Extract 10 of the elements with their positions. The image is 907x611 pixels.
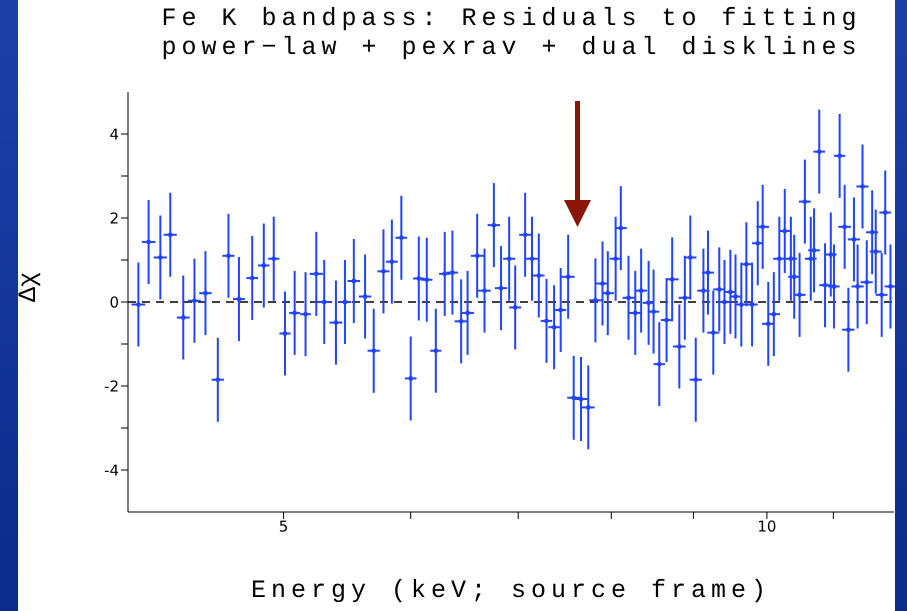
y-tick-label: -4: [104, 461, 119, 480]
x-tick-label: 5: [278, 518, 288, 536]
x-tick-label: 10: [757, 518, 776, 536]
y-tick-label: -2: [104, 377, 119, 396]
y-tick-label: 2: [109, 209, 119, 228]
y-tick-label: 0: [109, 293, 119, 312]
y-tick-label: 4: [109, 125, 119, 144]
x-axis-title: Energy (keV; source frame): [250, 576, 772, 605]
y-axis-title: Δχ: [14, 272, 43, 302]
chart-title: Fe K bandpass: Residuals to fitting power−law + pexrav + dual disklines: [160, 4, 863, 62]
